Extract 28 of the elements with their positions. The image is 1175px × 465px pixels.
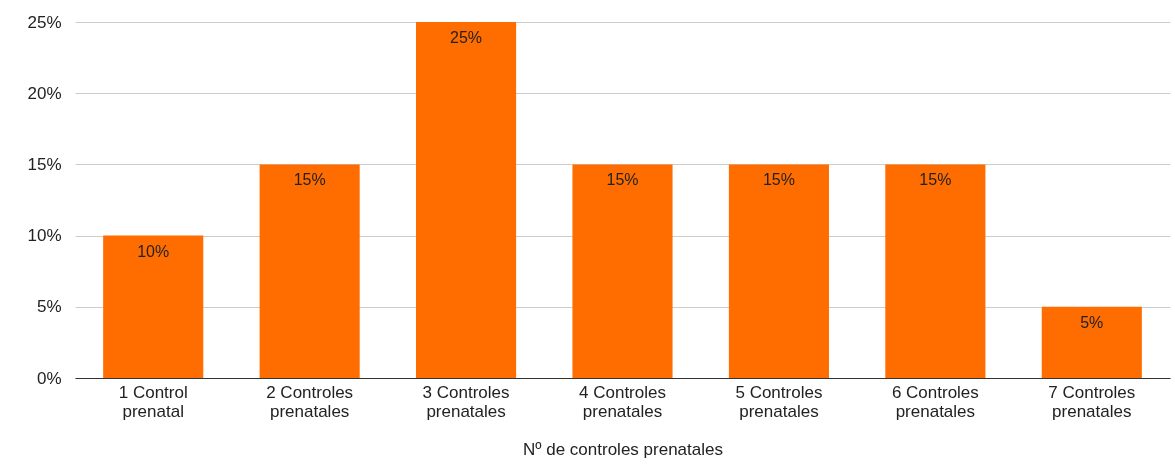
bar bbox=[572, 164, 673, 378]
data-label: 15% bbox=[606, 171, 639, 189]
bar bbox=[103, 235, 204, 378]
x-axis-title: Nº de controles prenatales bbox=[523, 439, 723, 459]
x-tick-label: 1 Control prenatal bbox=[118, 382, 188, 421]
x-tick-label: 2 Controles prenatales bbox=[266, 382, 354, 421]
y-tick-label: 0% bbox=[36, 368, 62, 388]
data-label: 15% bbox=[762, 171, 795, 189]
x-tick-label: 4 Controles prenatales bbox=[579, 382, 666, 421]
y-tick-label: 5% bbox=[36, 297, 62, 317]
x-tick-label: 6 Controles prenatales bbox=[891, 382, 979, 421]
data-label: 25% bbox=[450, 29, 483, 46]
data-label: 10% bbox=[137, 242, 170, 260]
y-tick-label: 10% bbox=[27, 226, 62, 246]
bar bbox=[259, 164, 360, 378]
x-tick-label: 3 Controles prenatales bbox=[422, 382, 510, 421]
data-label: 15% bbox=[919, 171, 952, 189]
bar bbox=[885, 164, 986, 378]
x-tick-label: 5 Controles prenatales bbox=[735, 382, 823, 421]
data-label: 15% bbox=[293, 171, 326, 189]
bar bbox=[1041, 306, 1142, 378]
bar bbox=[728, 164, 829, 378]
bar bbox=[416, 22, 517, 378]
y-tick-label: 15% bbox=[27, 154, 62, 174]
y-tick-label: 25% bbox=[27, 12, 62, 32]
data-label: 5% bbox=[1080, 313, 1104, 331]
x-tick-label: 7 Controles prenatales bbox=[1048, 382, 1136, 421]
y-tick-label: 20% bbox=[27, 83, 62, 103]
